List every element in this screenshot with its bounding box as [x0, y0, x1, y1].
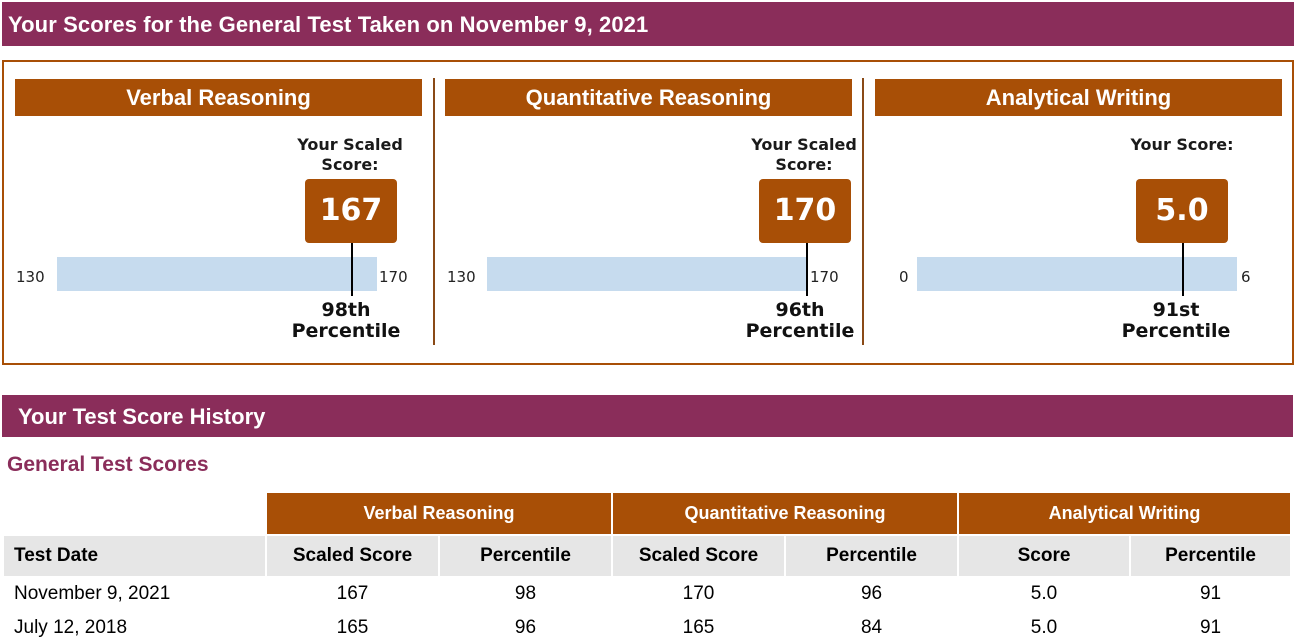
- verbal-reasoning-panel: Verbal Reasoning Your Scaled Score: 167 …: [15, 62, 430, 363]
- cell-writing-percentile: 91: [1129, 576, 1293, 612]
- analytical-writing-panel: Analytical Writing Your Score: 5.0 0 6 9…: [875, 62, 1290, 363]
- quantitative-score-bar: [487, 257, 807, 291]
- analytical-writing-score-bar: [917, 257, 1237, 291]
- cell-verbal-scaled-score: 165: [265, 610, 440, 642]
- column-header-verbal-percentile: Percentile: [438, 534, 613, 578]
- cell-quantitative-percentile: 84: [783, 610, 960, 642]
- quantitative-max-label: 170: [810, 268, 839, 286]
- column-header-verbal-scaled-score: Scaled Score: [265, 534, 440, 578]
- cell-test-date: July 12, 2018: [2, 610, 267, 642]
- group-header-quantitative: Quantitative Reasoning: [610, 491, 960, 536]
- score-history-banner: Your Test Score History: [2, 395, 1293, 437]
- quantitative-score-marker: [806, 243, 808, 296]
- column-header-quantitative-percentile: Percentile: [783, 534, 960, 578]
- panel-divider: [433, 78, 435, 345]
- quantitative-percentile-value: 96th: [775, 299, 825, 321]
- verbal-reasoning-header: Verbal Reasoning: [15, 79, 422, 116]
- column-header-writing-score: Score: [957, 534, 1132, 578]
- scaled-score-caption: Your Scaled Score:: [297, 135, 403, 174]
- quantitative-score-box: 170: [759, 179, 851, 243]
- verbal-score-box: 167: [305, 179, 397, 243]
- quantitative-percentile: 96th Percentile: [720, 300, 880, 342]
- analytical-writing-score-marker: [1182, 243, 1184, 296]
- panel-divider: [862, 78, 864, 345]
- table-row: July 12, 2018 165 96 165 84 5.0 91: [2, 610, 1293, 642]
- cell-writing-score: 5.0: [957, 610, 1132, 642]
- score-caption: Your Score:: [1130, 135, 1234, 154]
- cell-verbal-percentile: 98: [438, 576, 613, 612]
- verbal-score-marker: [351, 243, 353, 296]
- verbal-percentile-suffix: Percentile: [291, 320, 401, 342]
- analytical-writing-max-label: 6: [1241, 268, 1251, 286]
- cell-test-date: November 9, 2021: [2, 576, 267, 612]
- column-header-writing-percentile: Percentile: [1129, 534, 1293, 578]
- group-header-writing: Analytical Writing: [957, 491, 1293, 536]
- analytical-writing-score-box: 5.0: [1136, 179, 1228, 243]
- cell-writing-percentile: 91: [1129, 610, 1293, 642]
- score-report-title: Your Scores for the General Test Taken o…: [2, 2, 1294, 46]
- quantitative-percentile-suffix: Percentile: [745, 320, 855, 342]
- cell-quantitative-percentile: 96: [783, 576, 960, 612]
- quantitative-reasoning-panel: Quantitative Reasoning Your Scaled Score…: [445, 62, 860, 363]
- column-header-test-date: Test Date: [2, 534, 267, 578]
- score-summary-panel: Verbal Reasoning Your Scaled Score: 167 …: [2, 60, 1294, 365]
- verbal-score-bar: [57, 257, 377, 291]
- general-test-scores-heading: General Test Scores: [7, 453, 209, 476]
- verbal-percentile-value: 98th: [321, 299, 371, 321]
- cell-writing-score: 5.0: [957, 576, 1132, 612]
- scaled-score-caption: Your Scaled Score:: [751, 135, 857, 174]
- analytical-writing-percentile: 91st Percentile: [1096, 300, 1256, 342]
- group-header-verbal: Verbal Reasoning: [265, 491, 613, 536]
- analytical-writing-header: Analytical Writing: [875, 79, 1282, 116]
- quantitative-reasoning-header: Quantitative Reasoning: [445, 79, 852, 116]
- verbal-min-label: 130: [16, 268, 45, 286]
- table-row: November 9, 2021 167 98 170 96 5.0 91: [2, 576, 1293, 612]
- cell-verbal-percentile: 96: [438, 610, 613, 642]
- verbal-percentile: 98th Percentile: [266, 300, 426, 342]
- score-history-table: Verbal Reasoning Quantitative Reasoning …: [2, 491, 1293, 642]
- analytical-writing-min-label: 0: [899, 268, 909, 286]
- quantitative-min-label: 130: [447, 268, 476, 286]
- table-corner: [2, 491, 267, 536]
- cell-quantitative-scaled-score: 165: [611, 610, 786, 642]
- verbal-max-label: 170: [379, 268, 408, 286]
- analytical-writing-percentile-value: 91st: [1152, 299, 1200, 321]
- cell-quantitative-scaled-score: 170: [611, 576, 786, 612]
- analytical-writing-percentile-suffix: Percentile: [1121, 320, 1231, 342]
- column-header-quantitative-scaled-score: Scaled Score: [611, 534, 786, 578]
- cell-verbal-scaled-score: 167: [265, 576, 440, 612]
